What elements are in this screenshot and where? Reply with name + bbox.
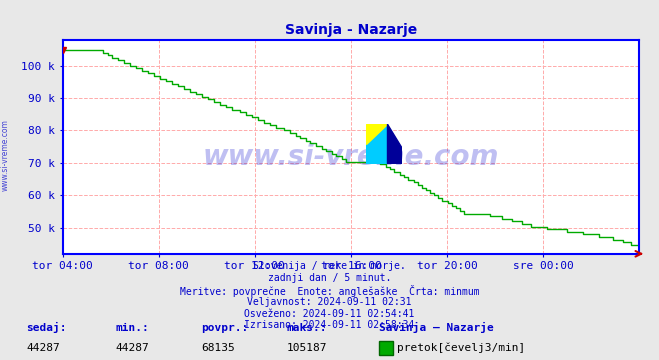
Polygon shape <box>366 124 387 144</box>
Text: Veljavnost: 2024-09-11 02:31: Veljavnost: 2024-09-11 02:31 <box>247 297 412 307</box>
Polygon shape <box>387 124 402 164</box>
Text: sedaj:: sedaj: <box>26 322 67 333</box>
Text: pretok[čevelj3/min]: pretok[čevelj3/min] <box>397 343 525 354</box>
Text: 105187: 105187 <box>287 343 327 353</box>
Text: Osveženo: 2024-09-11 02:54:41: Osveženo: 2024-09-11 02:54:41 <box>244 309 415 319</box>
Text: 68135: 68135 <box>201 343 235 353</box>
Text: Meritve: povprečne  Enote: anglešaške  Črta: minmum: Meritve: povprečne Enote: anglešaške Črt… <box>180 285 479 297</box>
Text: 44287: 44287 <box>26 343 60 353</box>
Text: www.si-vreme.com: www.si-vreme.com <box>1 119 10 191</box>
Text: 44287: 44287 <box>115 343 149 353</box>
Title: Savinja - Nazarje: Savinja - Nazarje <box>285 23 417 37</box>
Text: Slovenija / reke in morje.: Slovenija / reke in morje. <box>253 261 406 271</box>
Text: min.:: min.: <box>115 323 149 333</box>
Text: maks.:: maks.: <box>287 323 327 333</box>
Text: www.si-vreme.com: www.si-vreme.com <box>203 143 499 171</box>
Text: Izrisano: 2024-09-11 02:58:34: Izrisano: 2024-09-11 02:58:34 <box>244 320 415 330</box>
Text: zadnji dan / 5 minut.: zadnji dan / 5 minut. <box>268 273 391 283</box>
Polygon shape <box>366 124 387 164</box>
Text: Savinja – Nazarje: Savinja – Nazarje <box>379 322 494 333</box>
Text: povpr.:: povpr.: <box>201 323 248 333</box>
